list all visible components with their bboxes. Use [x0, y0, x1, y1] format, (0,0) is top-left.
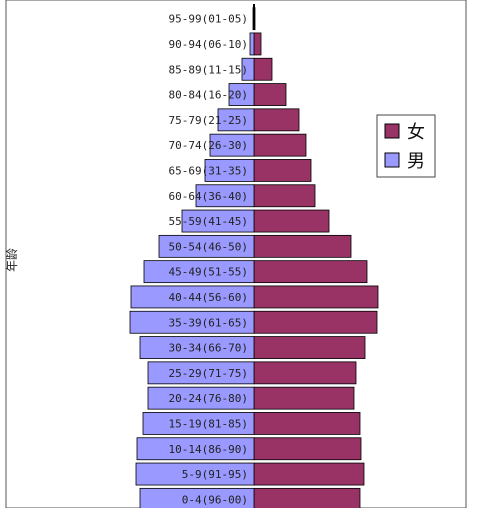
bar-male-4: [217, 108, 255, 132]
tick-label-15: 20-24(76-80): [169, 392, 248, 405]
tick-label-16: 15-19(81-85): [169, 417, 248, 430]
tick-label-5: 70-74(26-30): [169, 139, 248, 152]
bar-female-2: [253, 57, 273, 81]
tick-label-8: 55-59(41-45): [169, 215, 248, 228]
female-bars: [253, 7, 379, 508]
bar-male-2: [241, 57, 255, 81]
bar-female-1: [253, 32, 262, 56]
tick-label-1: 90-94(06-10): [169, 38, 248, 51]
legend-swatch-female: [384, 123, 400, 139]
age-tick-labels: 95-99(01-05) 90-94(06-10) 85-89(11-15) 80-8…: [169, 13, 248, 507]
tick-label-9: 50-54(46-50): [169, 240, 248, 253]
legend-label-female: 女: [407, 122, 425, 143]
legend-swatch-male: [384, 152, 400, 168]
bar-male-18: [135, 462, 255, 486]
bar-female-19: [253, 487, 361, 508]
bar-female-16: [253, 412, 361, 435]
bar-female-8: [253, 209, 330, 233]
bar-male-14: [147, 361, 255, 385]
tick-label-18: 5-9(91-95): [182, 468, 248, 481]
legend: 女 男: [376, 114, 436, 178]
tick-label-14: 25-29(71-75): [169, 367, 248, 380]
bar-female-17: [253, 437, 362, 461]
bar-male-1: [249, 32, 255, 56]
bar-female-5: [253, 133, 307, 157]
tick-label-10: 45-49(51-55): [169, 266, 248, 279]
bar-male-7: [195, 184, 255, 208]
bar-male-15: [147, 386, 255, 410]
tick-label-13: 30-34(66-70): [169, 342, 248, 355]
tick-label-19: 0-4(96-00): [182, 493, 248, 506]
bar-male-17: [136, 437, 255, 461]
bar-male-8: [181, 209, 255, 233]
tick-label-12: 35-39(61-65): [169, 316, 248, 329]
bar-female-3: [253, 83, 287, 106]
bar-female-12: [253, 310, 378, 334]
bar-female-6: [253, 159, 312, 182]
bar-female-9: [253, 234, 352, 258]
male-bars: [129, 7, 255, 508]
tick-label-17: 10-14(86-90): [169, 443, 248, 456]
bar-female-14: [253, 361, 357, 385]
bar-female-11: [253, 285, 379, 309]
tick-label-7: 60-64(36-40): [169, 190, 248, 203]
bar-male-10: [143, 260, 255, 284]
tick-label-4: 75-79(21-25): [169, 114, 248, 127]
bar-male-12: [129, 310, 255, 334]
bar-male-11: [130, 285, 255, 309]
tick-label-3: 80-84(16-20): [169, 89, 248, 102]
bar-male-9: [158, 234, 255, 258]
bar-female-15: [253, 386, 355, 410]
bar-male-16: [142, 412, 255, 435]
tick-label-0: 95-99(01-05): [169, 13, 248, 26]
legend-label-male: 男: [407, 151, 425, 172]
tick-label-11: 40-44(56-60): [169, 291, 248, 304]
bar-male-13: [139, 336, 255, 359]
bar-female-7: [253, 184, 316, 208]
bar-male-3: [228, 83, 255, 106]
y-axis-label: 年龄: [5, 248, 19, 272]
bar-male-19: [139, 487, 255, 508]
bar-male-6: [204, 159, 255, 182]
tick-label-2: 85-89(11-15): [169, 63, 248, 76]
bar-female-13: [253, 336, 366, 359]
bar-female-18: [253, 462, 365, 486]
bar-male-5: [209, 133, 255, 157]
bar-female-10: [253, 260, 368, 284]
bar-female-4: [253, 108, 300, 132]
tick-label-6: 65-69(31-35): [169, 164, 248, 177]
